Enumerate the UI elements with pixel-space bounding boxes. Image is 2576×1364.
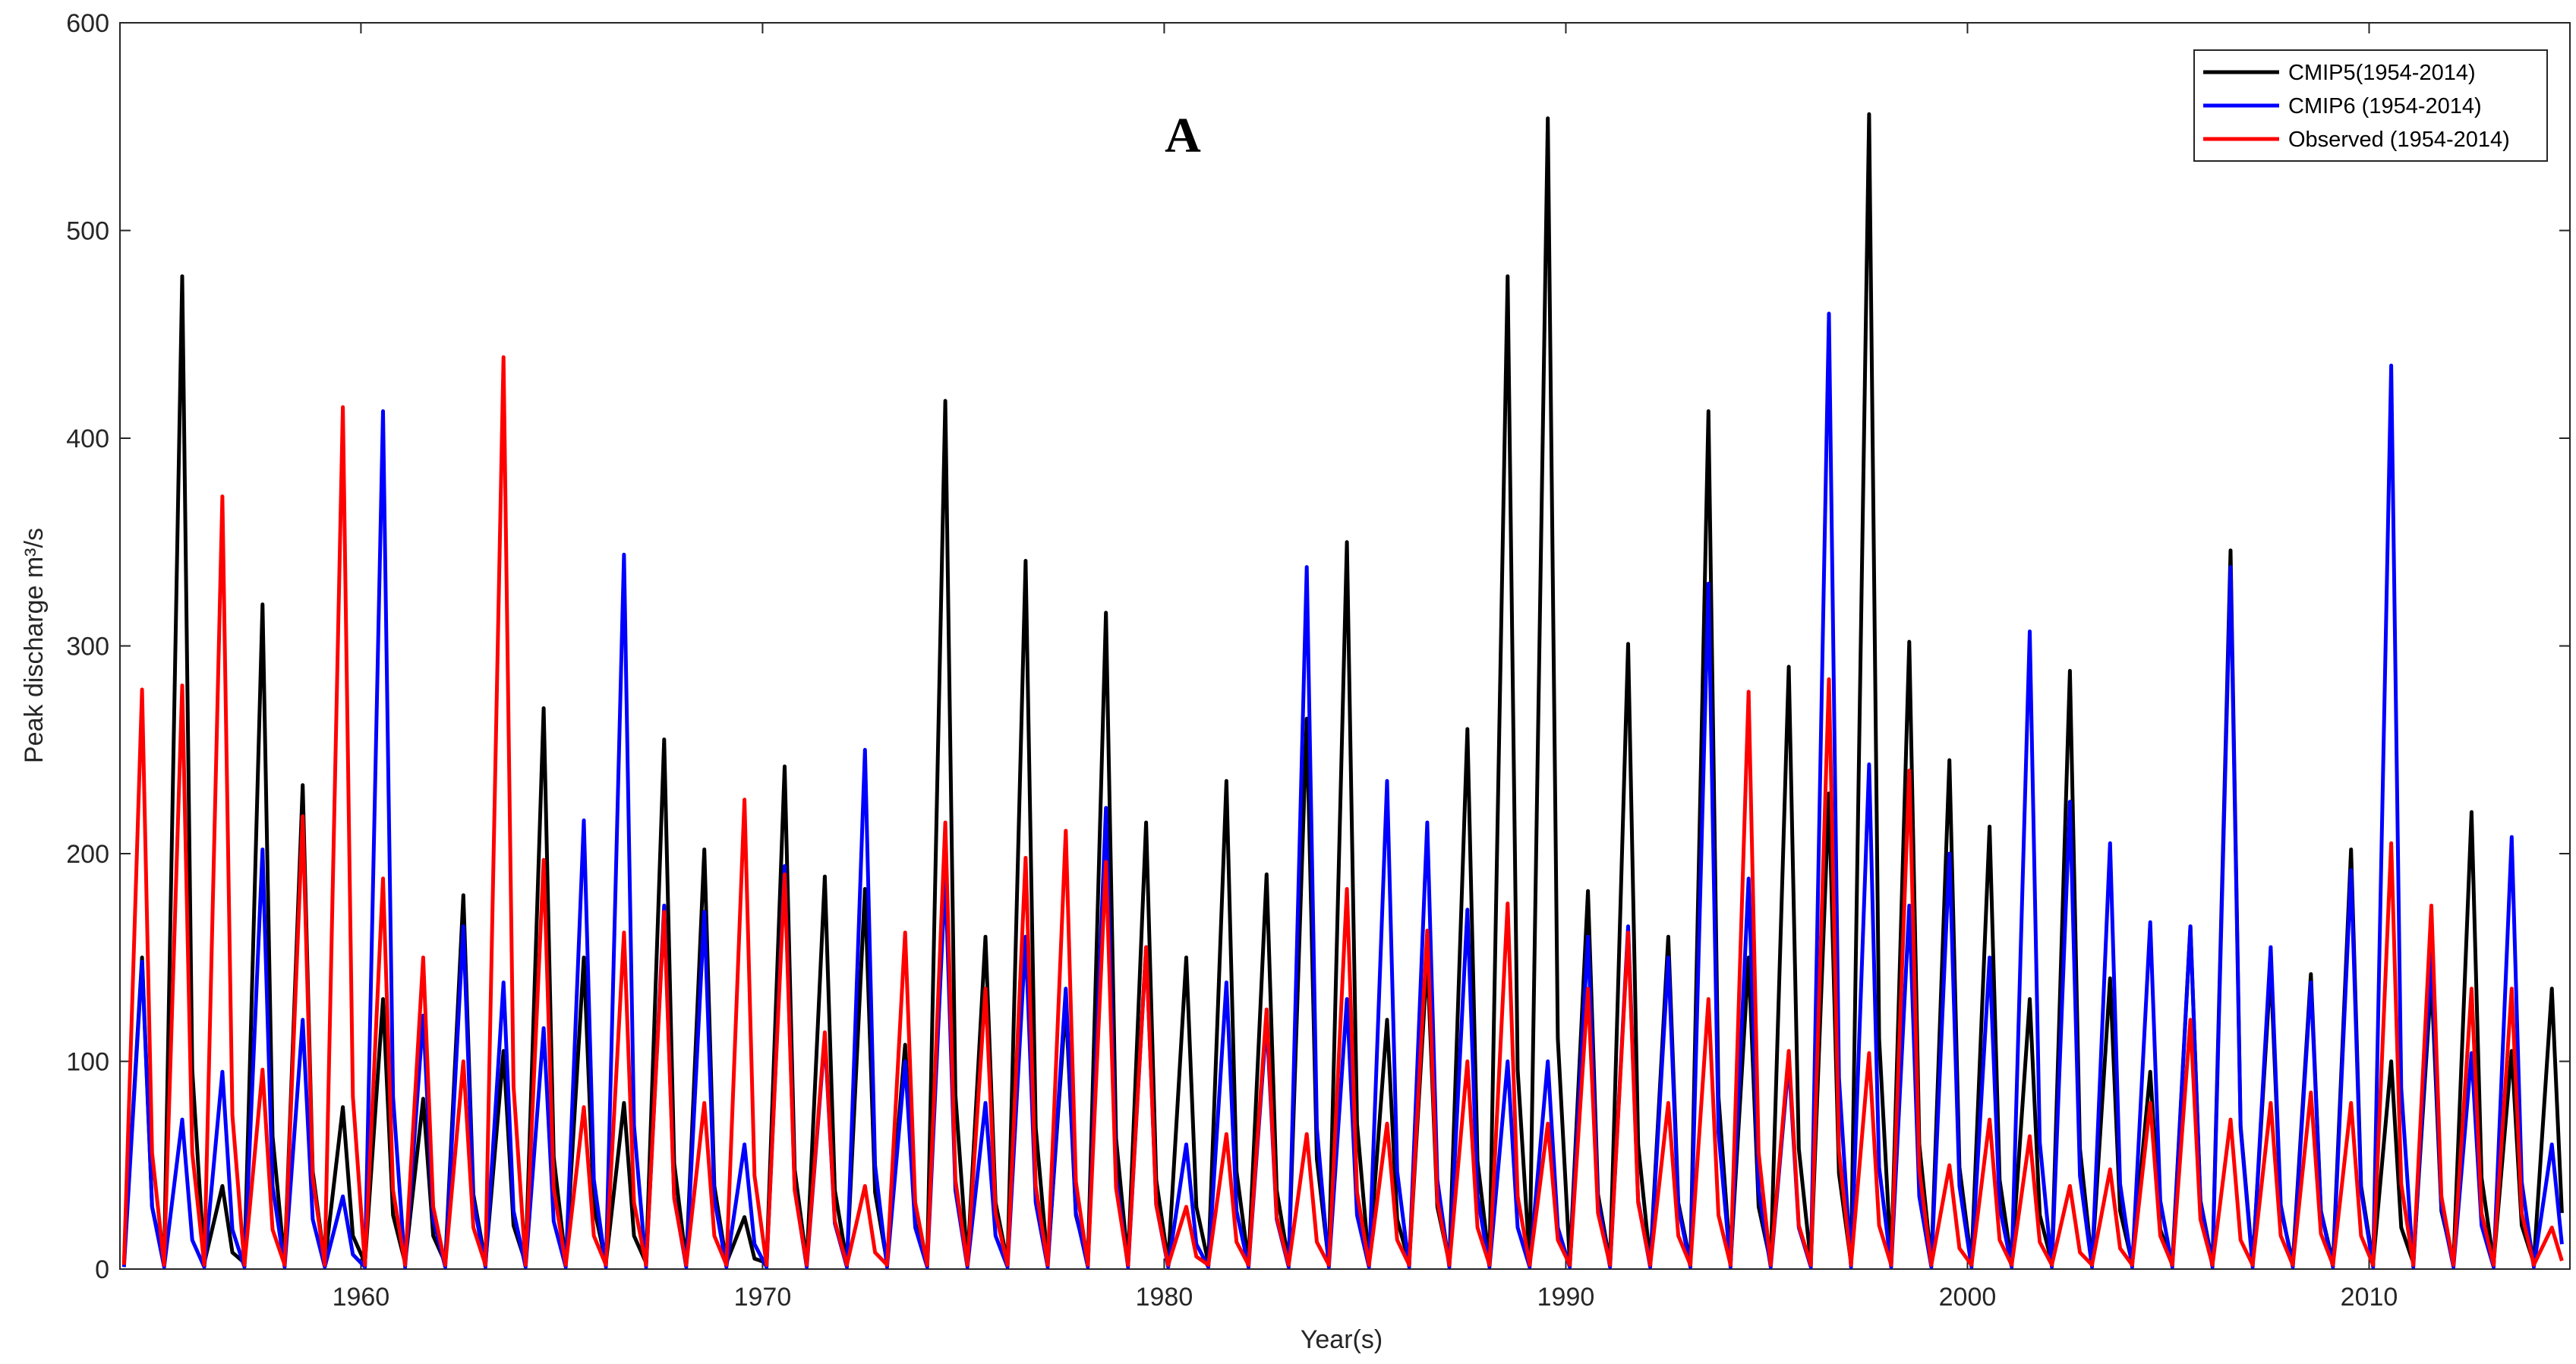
y-tick-label: 100 bbox=[66, 1048, 109, 1077]
x-axis-label: Year(s) bbox=[1301, 1325, 1383, 1354]
y-tick-label: 0 bbox=[95, 1255, 109, 1284]
x-tick-label: 2000 bbox=[1939, 1283, 1997, 1312]
y-tick-label: 400 bbox=[66, 425, 109, 453]
y-axis-label: Peak discharge m³/s bbox=[20, 528, 49, 763]
y-tick-label: 500 bbox=[66, 217, 109, 246]
x-tick-label: 1980 bbox=[1136, 1283, 1193, 1312]
y-tick-label: 300 bbox=[66, 633, 109, 661]
x-tick-label: 2010 bbox=[2341, 1283, 2398, 1312]
series-line bbox=[121, 355, 2564, 1267]
legend-label: CMIP5(1954-2014) bbox=[2288, 61, 2476, 85]
x-tick-label: 1970 bbox=[734, 1283, 792, 1312]
series-line bbox=[121, 311, 2564, 1269]
y-tick-label: 200 bbox=[66, 840, 109, 869]
y-tick-label: 600 bbox=[66, 9, 109, 38]
panel-label: A bbox=[1165, 108, 1201, 163]
legend-label: CMIP6 (1954-2014) bbox=[2288, 94, 2482, 118]
x-tick-label: 1990 bbox=[1537, 1283, 1595, 1312]
legend-label: Observed (1954-2014) bbox=[2288, 128, 2510, 152]
x-tick-label: 1960 bbox=[333, 1283, 390, 1312]
